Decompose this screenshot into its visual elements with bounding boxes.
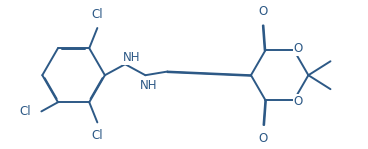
Text: Cl: Cl [92,129,103,142]
Text: Cl: Cl [20,105,31,118]
Text: NH: NH [139,79,157,92]
Text: NH: NH [123,51,141,64]
Text: O: O [258,132,268,145]
Text: O: O [294,95,303,108]
Text: O: O [258,5,268,18]
Text: Cl: Cl [92,8,103,21]
Text: O: O [294,42,303,55]
